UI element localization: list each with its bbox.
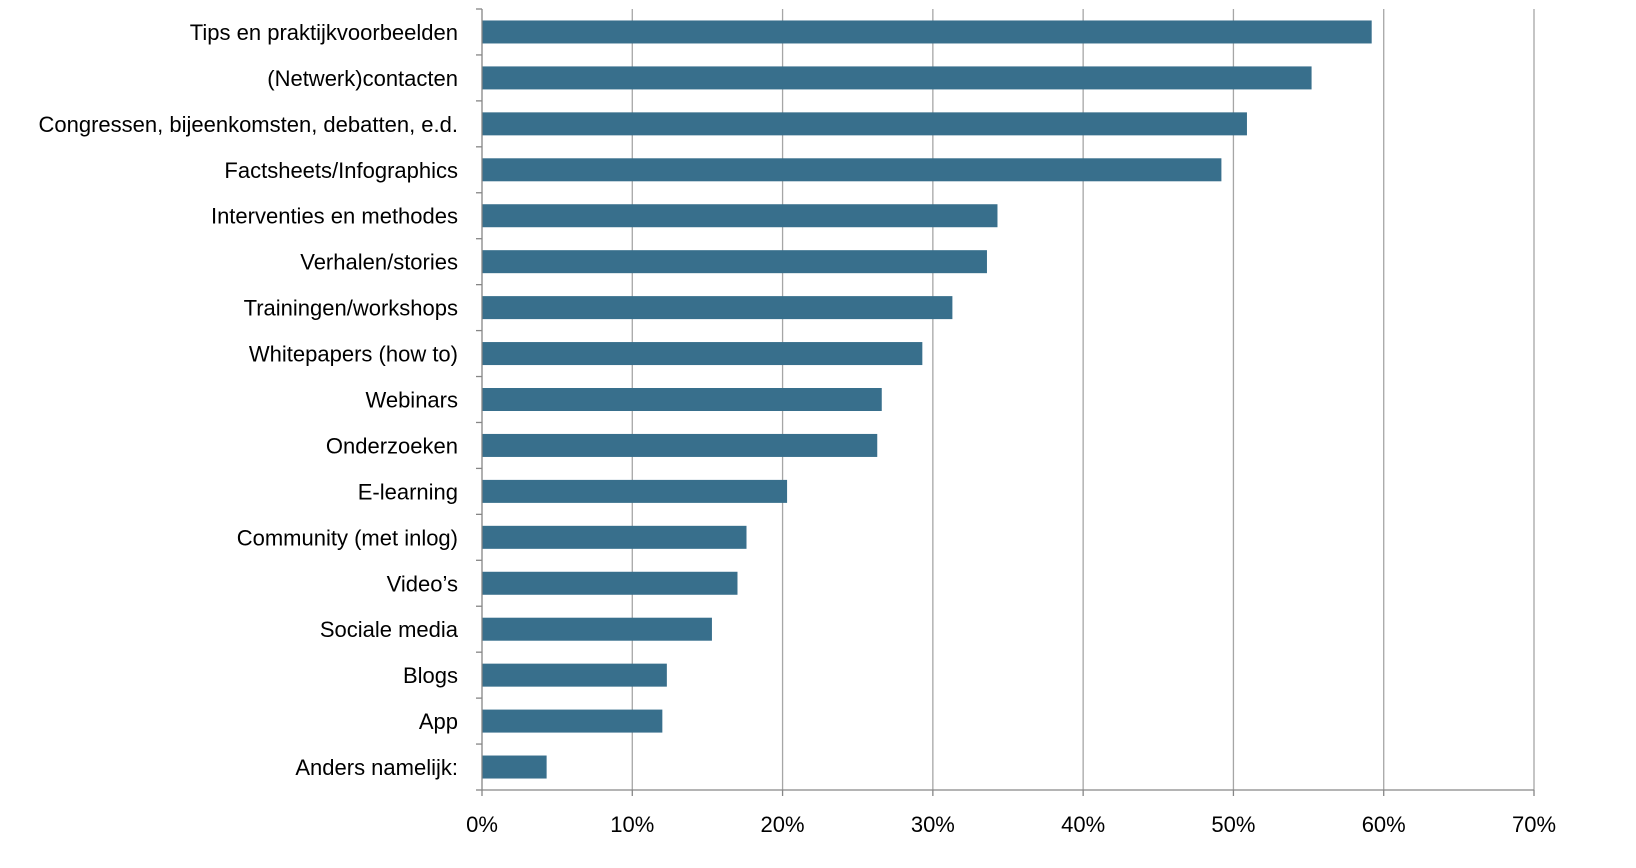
x-tick-label: 30%	[911, 812, 955, 837]
bar-14	[482, 663, 667, 687]
bar-1	[482, 66, 1312, 90]
bar-4	[482, 204, 998, 228]
category-label: Webinars	[365, 388, 458, 413]
x-tick-label: 20%	[761, 812, 805, 837]
bar-2	[482, 112, 1247, 136]
gridlines	[631, 9, 1535, 790]
bar-16	[482, 755, 547, 779]
bar-9	[482, 433, 878, 457]
x-tick-label: 50%	[1211, 812, 1255, 837]
category-label: Congressen, bijeenkomsten, debatten, e.d…	[39, 112, 459, 137]
category-label: Tips en praktijkvoorbeelden	[190, 20, 458, 45]
bar-3	[482, 158, 1222, 182]
category-label: Community (met inlog)	[237, 525, 458, 550]
bar-10	[482, 479, 788, 503]
category-label: Factsheets/Infographics	[224, 158, 458, 183]
bar-15	[482, 709, 663, 733]
category-label: Blogs	[403, 663, 458, 688]
category-label: (Netwerk)contacten	[267, 66, 458, 91]
x-tick-label: 70%	[1512, 812, 1556, 837]
bar-7	[482, 342, 923, 366]
category-label: E-learning	[358, 479, 458, 504]
bar-8	[482, 388, 882, 411]
axes	[476, 8, 1535, 796]
category-label: Verhalen/stories	[300, 250, 458, 275]
category-label: Whitepapers (how to)	[249, 342, 458, 367]
category-label: Video’s	[387, 571, 458, 596]
bar-0	[482, 20, 1372, 44]
category-label: Anders namelijk:	[295, 755, 458, 780]
x-tick-label: 60%	[1362, 812, 1406, 837]
bar-12	[482, 571, 738, 595]
bar-11	[482, 525, 747, 549]
bar-13	[482, 617, 712, 641]
x-tick-label: 0%	[466, 812, 498, 837]
category-labels: Tips en praktijkvoorbeelden (Netwerk)cont…	[39, 20, 459, 780]
bar-5	[482, 250, 987, 274]
category-label: Interventies en methodes	[211, 204, 458, 229]
category-label: Trainingen/workshops	[244, 296, 458, 321]
x-tick-labels: 0% 10% 20% 30% 40% 50% 60% 70%	[466, 812, 1556, 837]
category-label: Sociale media	[320, 617, 459, 642]
category-label: Onderzoeken	[326, 433, 458, 458]
category-label: App	[419, 709, 458, 734]
bar-6	[482, 296, 953, 320]
x-tick-label: 10%	[610, 812, 654, 837]
bars	[482, 20, 1372, 779]
x-tick-label: 40%	[1061, 812, 1105, 837]
